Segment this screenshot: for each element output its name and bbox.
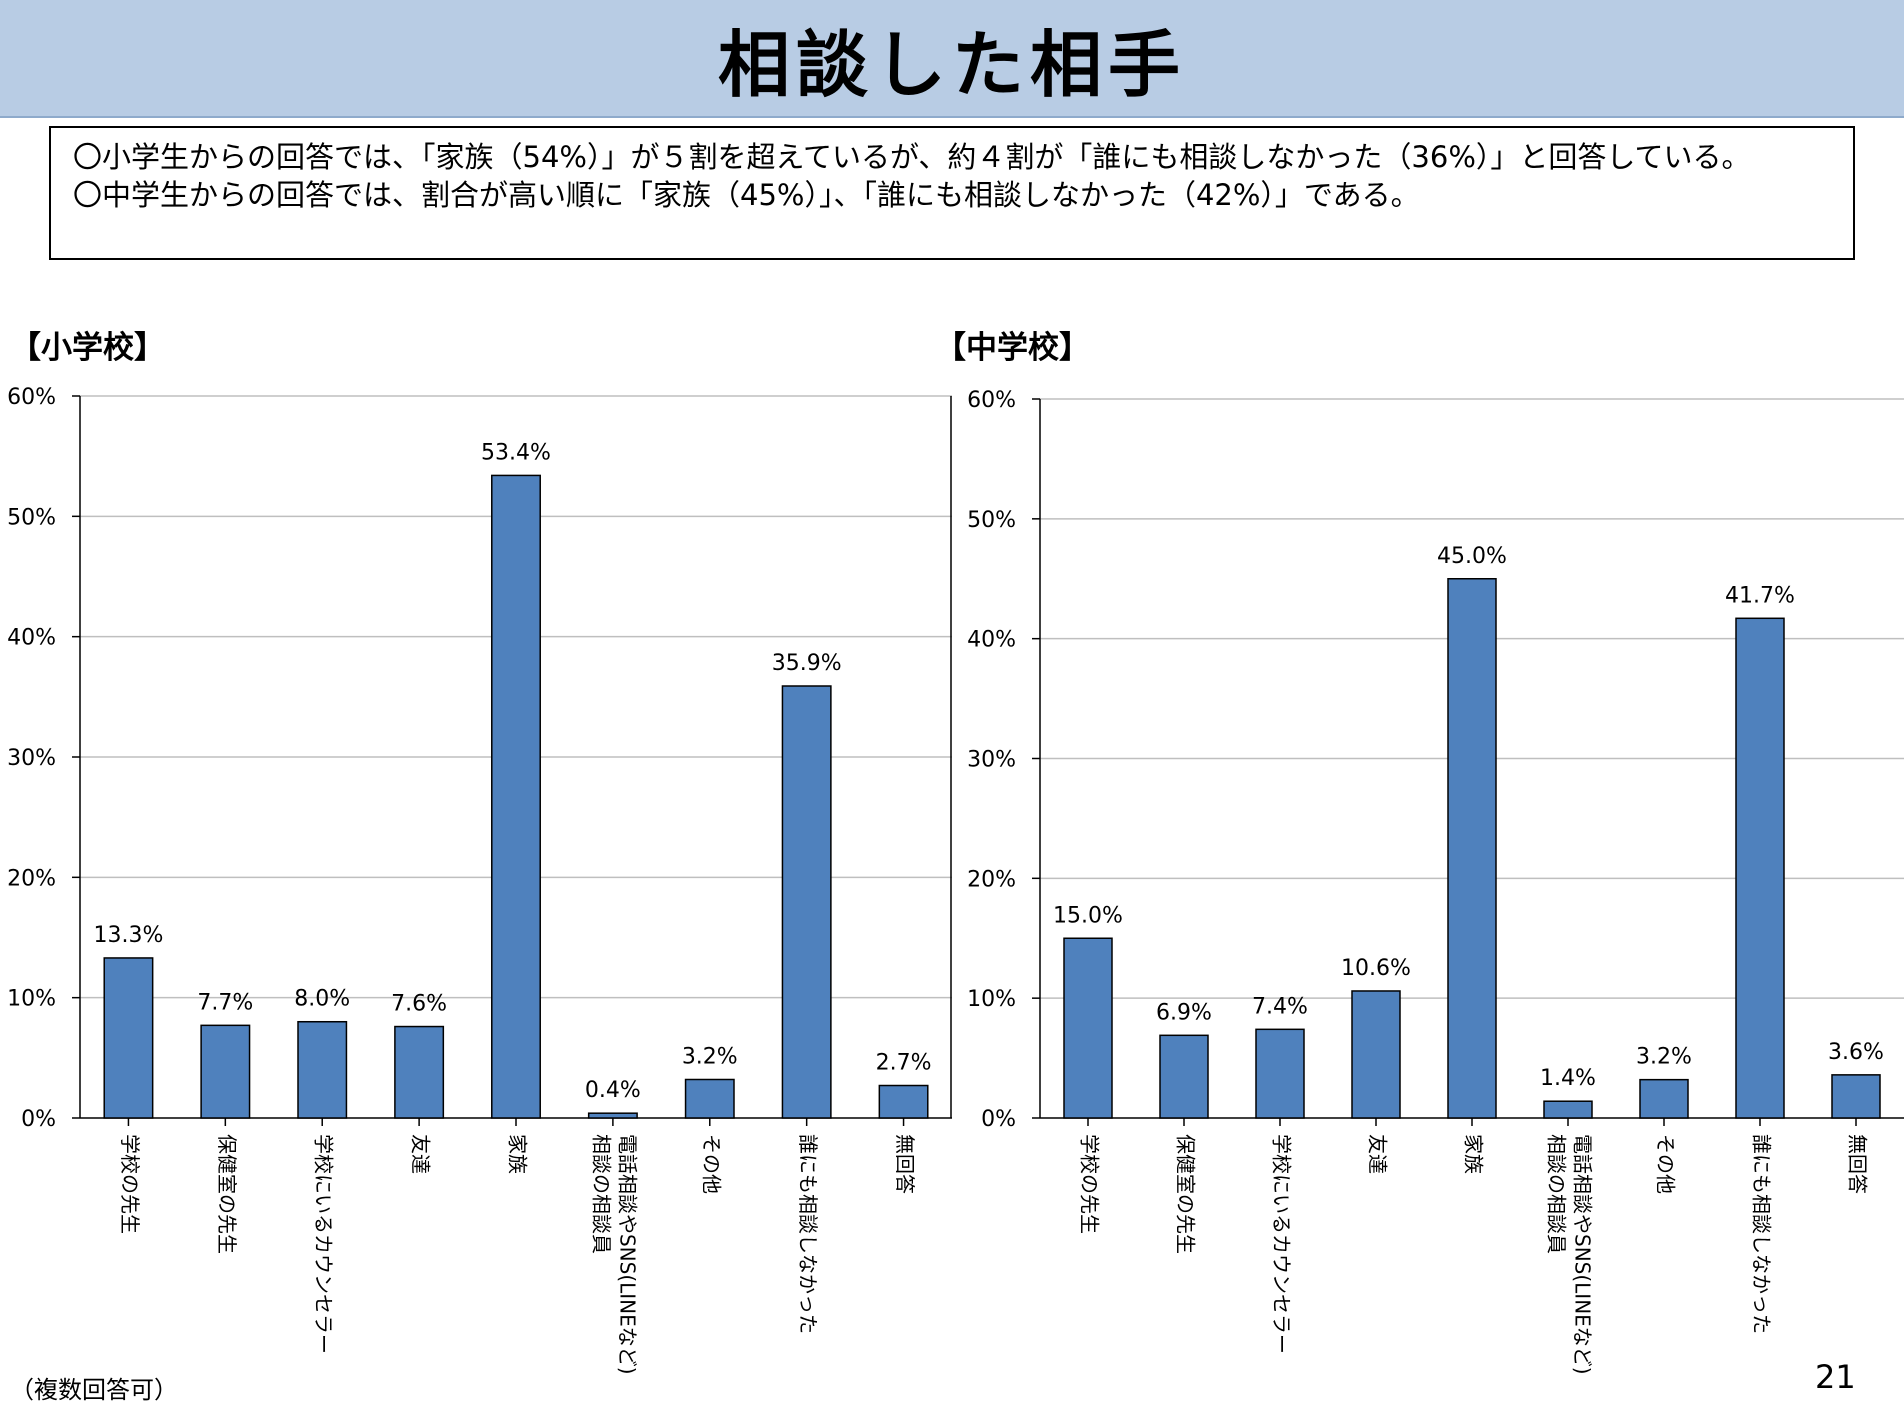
category-label: 電話相談やSNS(LINEなど): [1571, 1134, 1595, 1375]
bar: [297, 1020, 348, 1119]
data-label: 53.4%: [481, 440, 551, 465]
category-label: 学校にいるカウンセラー: [312, 1134, 336, 1354]
category-label: その他: [1654, 1134, 1678, 1194]
bar: [1063, 937, 1113, 1119]
bar: [394, 1025, 445, 1119]
y-tick-label: 20%: [967, 867, 1016, 892]
y-tick-label: 0%: [981, 1107, 1016, 1132]
data-label: 45.0%: [1437, 544, 1507, 569]
bar: [878, 1084, 929, 1119]
category-label: 学校の先生: [118, 1134, 142, 1234]
y-tick-label: 10%: [967, 987, 1016, 1012]
data-label: 41.7%: [1725, 583, 1795, 608]
data-label: 3.6%: [1828, 1040, 1884, 1065]
elementary-chart-svg: 0% 10% 20% 30% 40% 50% 60% 13.3% 学校の先生 7.7% 保健室の先生…: [7, 385, 952, 1375]
y-tick-label: 30%: [967, 748, 1016, 773]
page-title: 相談した相手: [717, 22, 1186, 107]
junior-high-chart: 0% 10% 20% 30% 40% 50% 60% 15.0% 学校の先生 6.9% 保健室の先生…: [952, 380, 1904, 1390]
bar: [1447, 578, 1497, 1119]
y-tick-label: 20%: [7, 866, 56, 891]
category-label: 家族: [506, 1134, 530, 1174]
data-label: 3.2%: [682, 1044, 738, 1069]
y-tick-label: 0%: [21, 1107, 56, 1132]
category-label: 友達: [409, 1134, 433, 1174]
data-label: 6.9%: [1156, 1000, 1212, 1025]
y-tick-label: 60%: [7, 385, 56, 410]
data-label: 7.6%: [391, 992, 447, 1017]
bar: [587, 1112, 638, 1119]
elementary-label: 【小学校】: [10, 330, 165, 366]
elementary-chart: 0% 10% 20% 30% 40% 50% 60% 13.3% 学校の先生 7.7% 保健室の先生…: [0, 380, 952, 1390]
bar: [1159, 1034, 1209, 1119]
data-label: 3.2%: [1636, 1045, 1692, 1070]
bar: [200, 1024, 251, 1119]
summary-box: 〇小学生からの回答では、「家族（54%）」が５割を超えているが、約４割が「誰にも…: [49, 126, 1855, 260]
data-label: 2.7%: [876, 1051, 932, 1076]
bar: [491, 474, 541, 1119]
category-label: 無回答: [893, 1134, 917, 1194]
data-label: 7.4%: [1252, 994, 1308, 1019]
summary-line-2: 〇中学生からの回答では、割合が高い順に「家族（45%）」、「誰にも相談しなかった…: [73, 178, 1420, 212]
data-label: 13.3%: [93, 923, 163, 948]
bar: [103, 957, 154, 1119]
category-label: 保健室の先生: [215, 1134, 239, 1254]
y-tick-label: 50%: [967, 508, 1016, 533]
category-label: 家族: [1462, 1134, 1486, 1174]
bar: [1735, 617, 1785, 1119]
junior-high-label: 【中学校】: [935, 330, 1090, 366]
page-number: 21: [1815, 1358, 1856, 1396]
data-label: 35.9%: [772, 651, 842, 676]
bar: [1831, 1074, 1881, 1119]
y-tick-label: 10%: [7, 987, 56, 1012]
bar: [1543, 1100, 1593, 1119]
bar: [781, 685, 832, 1119]
data-label: 15.0%: [1053, 903, 1123, 928]
footnote: （複数回答可）: [10, 1376, 178, 1404]
category-label: 無回答: [1846, 1134, 1870, 1194]
data-label: 7.7%: [197, 990, 253, 1015]
bar: [1351, 990, 1401, 1119]
category-label: その他: [699, 1134, 723, 1194]
category-label: 友達: [1366, 1134, 1390, 1174]
category-label: 電話相談やSNS(LINEなど): [615, 1134, 639, 1375]
data-label: 1.4%: [1540, 1066, 1596, 1091]
category-label: 相談の相談員: [589, 1134, 613, 1254]
category-label: 保健室の先生: [1174, 1134, 1198, 1254]
data-label: 0.4%: [585, 1078, 641, 1103]
category-label: 学校の先生: [1078, 1134, 1102, 1234]
y-tick-label: 40%: [967, 628, 1016, 653]
y-tick-label: 50%: [7, 505, 56, 530]
y-tick-label: 30%: [7, 746, 56, 771]
bar: [1639, 1078, 1689, 1119]
y-tick-label: 40%: [7, 626, 56, 651]
category-label: 学校にいるカウンセラー: [1270, 1134, 1294, 1354]
title-banner: 相談した相手: [0, 0, 1904, 118]
data-label: 10.6%: [1341, 956, 1411, 981]
category-label: 相談の相談員: [1545, 1134, 1569, 1254]
category-label: 誰にも相談しなかった: [796, 1134, 820, 1334]
data-label: 8.0%: [294, 987, 350, 1012]
bar: [1255, 1028, 1305, 1119]
y-tick-label: 60%: [967, 388, 1016, 413]
junior-high-chart-svg: 0% 10% 20% 30% 40% 50% 60% 15.0% 学校の先生 6.9% 保健室の先生…: [967, 388, 1904, 1375]
bar: [684, 1078, 735, 1119]
category-label: 誰にも相談しなかった: [1750, 1134, 1774, 1334]
summary-line-1: 〇小学生からの回答では、「家族（54%）」が５割を超えているが、約４割が「誰にも…: [73, 140, 1751, 174]
